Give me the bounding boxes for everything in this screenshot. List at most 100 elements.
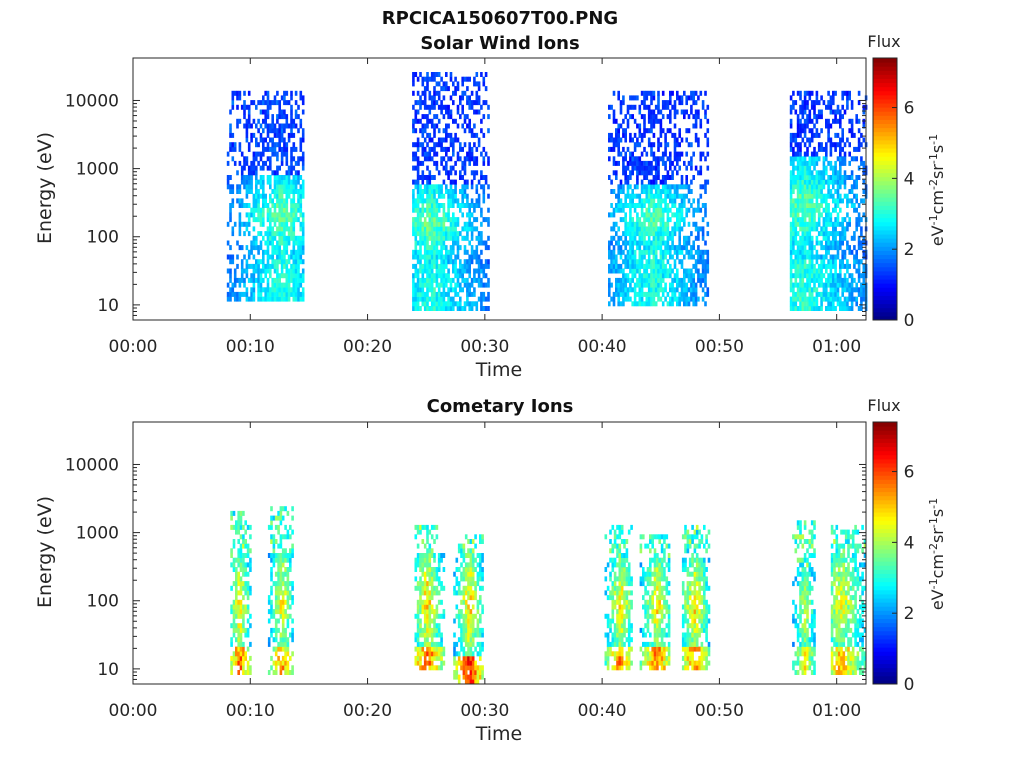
spectrogram-cell <box>297 179 300 185</box>
spectrogram-cell <box>463 76 467 82</box>
spectrogram-cell <box>817 175 821 180</box>
spectrogram-cell <box>692 95 695 101</box>
spectrogram-cell <box>414 165 418 171</box>
spectrogram-cell <box>820 291 823 297</box>
spectrogram-cell <box>437 263 441 269</box>
spectrogram-cell <box>808 175 812 180</box>
spectrogram-cell <box>853 184 856 190</box>
spectrogram-cell <box>624 217 627 223</box>
spectrogram-cell <box>285 170 289 176</box>
spectrogram-cell <box>231 287 235 293</box>
colorbar-swatch <box>873 160 897 165</box>
spectrogram-cell <box>680 226 684 232</box>
spectrogram-cell <box>801 282 805 288</box>
spectrogram-cell <box>462 637 466 643</box>
spectrogram-cell <box>629 151 632 157</box>
spectrogram-cell <box>290 291 293 297</box>
spectrogram-cell <box>291 637 294 643</box>
colorbar-tick-label: 0 <box>904 311 915 331</box>
spectrogram-cell <box>262 212 265 218</box>
spectrogram-cell <box>280 189 284 194</box>
spectrogram-cell <box>615 287 618 293</box>
spectrogram-cell <box>855 259 858 265</box>
spectrogram-cell <box>799 226 802 232</box>
spectrogram-cell <box>416 160 420 166</box>
spectrogram-cell <box>279 553 283 558</box>
spectrogram-cell <box>789 287 793 293</box>
spectrogram-cell <box>850 291 854 297</box>
spectrogram-cell <box>419 212 422 218</box>
spectrogram-cell <box>467 637 470 643</box>
spectrogram-cell <box>226 179 230 185</box>
spectrogram-cell <box>416 118 420 124</box>
spectrogram-cell <box>480 184 483 190</box>
spectrogram-cell <box>671 245 674 251</box>
spectrogram-cell <box>626 273 630 279</box>
spectrogram-cell <box>279 534 283 540</box>
spectrogram-cell <box>862 282 866 288</box>
spectrogram-cell <box>470 245 474 251</box>
spectrogram-cell <box>274 524 278 530</box>
spectrogram-cell <box>796 165 800 171</box>
spectrogram-cell <box>801 254 805 260</box>
spectrogram-cell <box>457 655 461 661</box>
spectrogram-cell <box>843 151 847 157</box>
spectrogram-cell <box>461 123 464 129</box>
spectrogram-cell <box>244 571 247 577</box>
spectrogram-cell <box>259 245 263 251</box>
spectrogram-cell <box>657 104 660 110</box>
spectrogram-cell <box>794 263 798 269</box>
spectrogram-cell <box>266 231 270 237</box>
spectrogram-cell <box>232 510 236 516</box>
spectrogram-cell <box>661 226 665 232</box>
spectrogram-cell <box>447 268 450 274</box>
spectrogram-cell <box>848 249 851 255</box>
spectrogram-cell <box>290 226 293 232</box>
spectrogram-cell <box>626 296 630 302</box>
spectrogram-cell <box>697 207 700 213</box>
spectrogram-cell <box>827 207 830 213</box>
spectrogram-cell <box>430 296 434 302</box>
spectrogram-cell <box>706 128 710 134</box>
spectrogram-cell <box>287 189 291 194</box>
spectrogram-cell <box>652 245 656 251</box>
spectrogram-cell <box>286 595 290 601</box>
spectrogram-cell <box>464 609 468 615</box>
spectrogram-cell <box>622 170 625 176</box>
spectrogram-cell <box>608 132 611 138</box>
spectrogram-cell <box>270 553 273 558</box>
spectrogram-cell <box>416 287 420 293</box>
spectrogram-cell <box>264 146 267 152</box>
spectrogram-cell <box>423 576 427 582</box>
spectrogram-cell <box>652 240 656 246</box>
spectrogram-cell <box>792 203 795 208</box>
spectrogram-cell <box>645 160 649 166</box>
spectrogram-cell <box>414 534 418 540</box>
spectrogram-cell <box>453 655 456 661</box>
spectrogram-cell <box>676 184 679 190</box>
spectrogram-cell <box>676 221 679 227</box>
spectrogram-cell <box>654 160 658 166</box>
spectrogram-cell <box>848 282 851 288</box>
spectrogram-cell <box>283 263 286 269</box>
spectrogram-cell <box>813 263 816 269</box>
spectrogram-cell <box>435 609 439 615</box>
spectrogram-cell <box>857 118 861 124</box>
spectrogram-cell <box>421 301 425 307</box>
spectrogram-cell <box>468 156 471 162</box>
spectrogram-cell <box>461 306 464 311</box>
spectrogram-cell <box>239 660 243 666</box>
spectrogram-cell <box>664 254 667 260</box>
spectrogram-cell <box>829 240 833 246</box>
spectrogram-cell <box>654 249 658 255</box>
spectrogram-cell <box>827 263 830 269</box>
spectrogram-cell <box>460 562 463 568</box>
spectrogram-cell <box>231 146 235 152</box>
spectrogram-cell <box>301 184 305 190</box>
spectrogram-cell <box>629 207 632 213</box>
spectrogram-cell <box>266 287 270 293</box>
spectrogram-cell <box>257 263 260 269</box>
spectrogram-cell <box>426 104 429 110</box>
spectrogram-cell <box>449 217 453 223</box>
spectrogram-cell <box>419 553 422 558</box>
